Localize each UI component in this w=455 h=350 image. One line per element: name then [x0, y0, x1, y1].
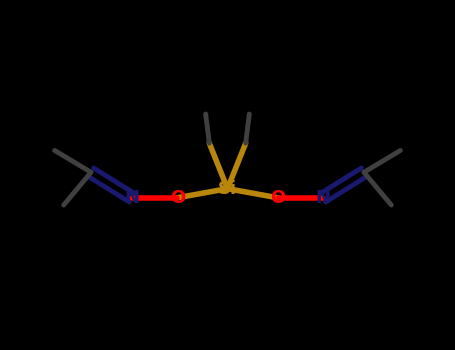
Text: Si: Si	[218, 180, 237, 198]
Text: O: O	[170, 189, 185, 207]
Text: O: O	[270, 189, 285, 207]
Text: N: N	[125, 189, 139, 207]
Text: N: N	[316, 189, 330, 207]
